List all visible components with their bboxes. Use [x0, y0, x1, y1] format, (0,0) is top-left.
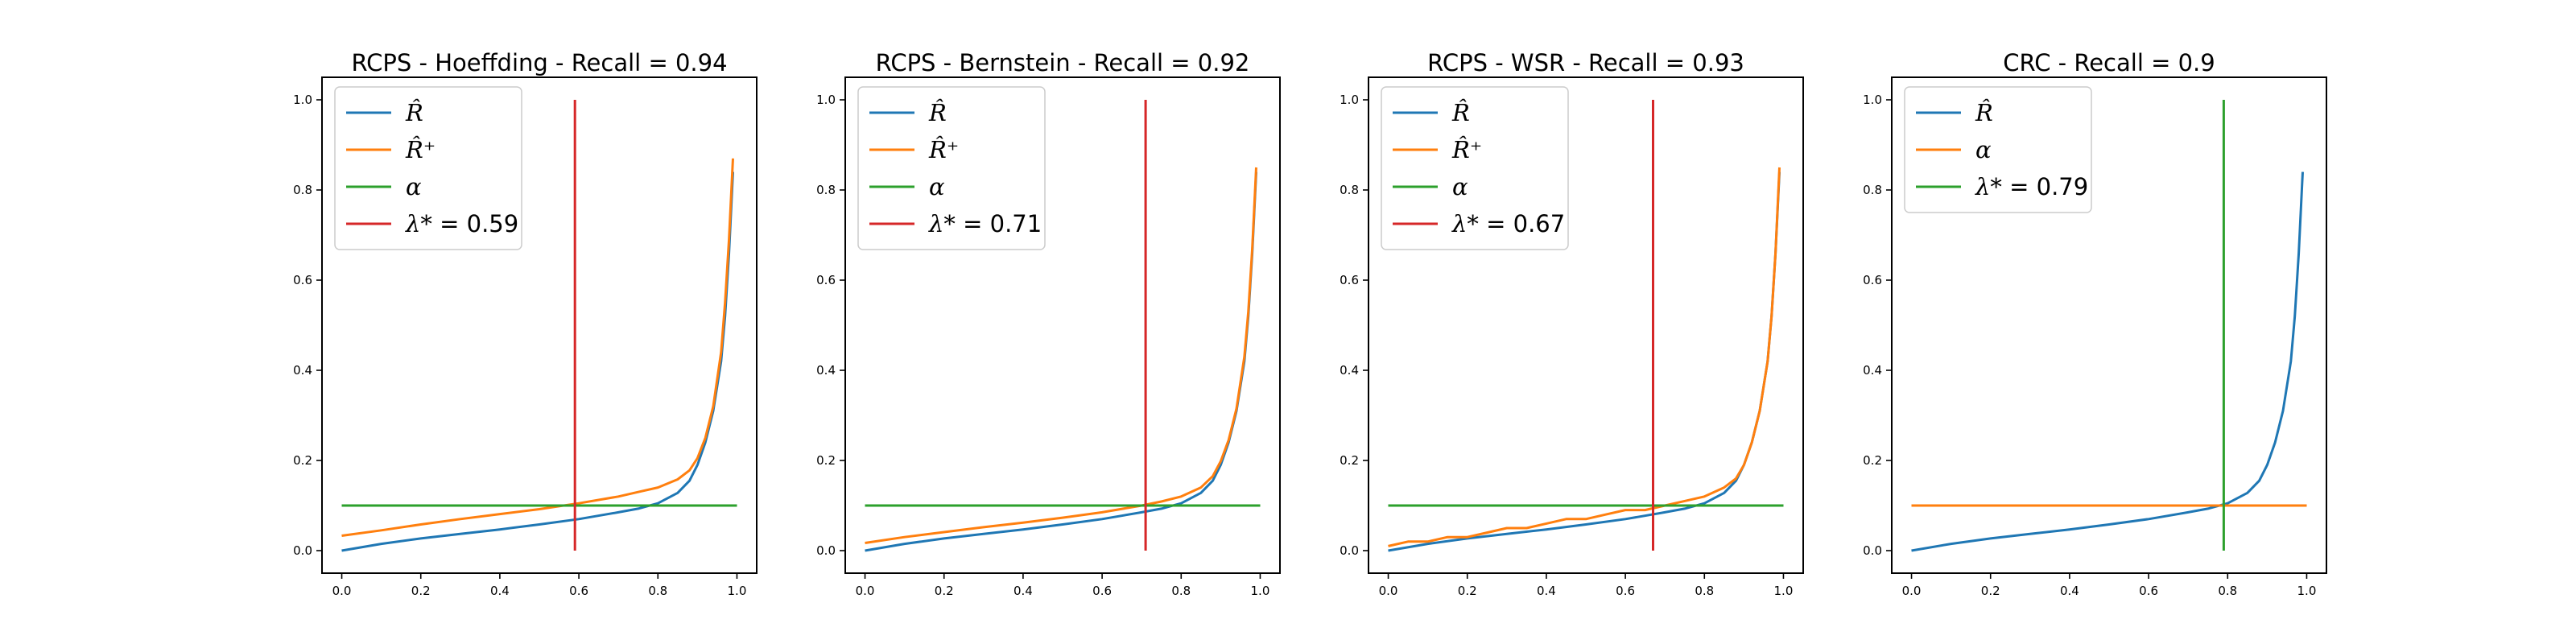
y-tick-label: 0.0 — [1863, 543, 1882, 558]
x-tick-label: 1.0 — [1251, 584, 1270, 598]
x-tick-label: 0.6 — [1616, 584, 1635, 598]
legend-label: α — [929, 173, 945, 200]
y-tick-label: 0.8 — [1340, 183, 1359, 197]
legend-label: R̂ — [1975, 99, 1993, 126]
x-tick-label: 0.0 — [332, 584, 352, 598]
axes-frame — [844, 76, 1281, 574]
legend-label: R̂⁺ — [405, 136, 436, 163]
x-tick-label: 1.0 — [728, 584, 747, 598]
axes-frame — [321, 76, 758, 574]
y-tick-label: 0.0 — [293, 543, 312, 558]
y-tick-label: 0.2 — [293, 453, 312, 468]
legend-box — [334, 86, 522, 250]
legend-box — [1381, 86, 1569, 250]
y-tick-label: 0.0 — [816, 543, 836, 558]
y-tick-label: 0.2 — [1863, 453, 1882, 468]
y-tick-label: 0.4 — [816, 363, 836, 378]
y-tick-label: 0.6 — [816, 273, 836, 287]
x-tick-label: 0.8 — [648, 584, 667, 598]
y-tick-label: 0.2 — [1340, 453, 1359, 468]
x-tick-label: 0.0 — [856, 584, 875, 598]
legend-label: λ* = 0.71 — [928, 210, 1042, 237]
legend-label: R̂ — [1451, 99, 1470, 126]
y-tick-label: 1.0 — [293, 93, 312, 107]
legend-box — [1904, 86, 2092, 213]
series-line — [341, 158, 734, 537]
x-tick-label: 0.6 — [569, 584, 588, 598]
y-tick-label: 1.0 — [816, 93, 836, 107]
series-line — [1911, 171, 2304, 552]
y-tick-label: 0.6 — [293, 273, 312, 287]
legend-label: α — [1975, 136, 1992, 163]
subplot-hoeffding: RCPS - Hoeffding - Recall = 0.94 0.0 0.2 0… — [293, 49, 758, 598]
subplot-title: RCPS - WSR - Recall = 0.93 — [1427, 49, 1744, 76]
axes-frame — [1891, 76, 2327, 574]
y-tick-label: 0.0 — [1340, 543, 1359, 558]
x-tick-label: 0.8 — [2218, 584, 2237, 598]
subplot-title: CRC - Recall = 0.9 — [2003, 49, 2215, 76]
series-line — [865, 167, 1257, 544]
x-tick-label: 0.2 — [1981, 584, 2000, 598]
x-tick-label: 0.4 — [1537, 584, 1556, 598]
legend-label: λ* = 0.59 — [405, 210, 518, 237]
x-tick-label: 0.2 — [1458, 584, 1477, 598]
y-tick-label: 1.0 — [1340, 93, 1359, 107]
y-tick-label: 1.0 — [1863, 93, 1882, 107]
y-tick-label: 0.8 — [1863, 183, 1882, 197]
series-line — [341, 171, 734, 552]
subplot-title: RCPS - Hoeffding - Recall = 0.94 — [351, 49, 727, 76]
x-tick-label: 1.0 — [1774, 584, 1794, 598]
legend-label: λ* = 0.67 — [1451, 210, 1565, 237]
series-line — [1388, 167, 1781, 547]
x-tick-label: 0.0 — [1379, 584, 1398, 598]
legend-label: R̂⁺ — [1451, 136, 1482, 163]
y-tick-label: 0.8 — [816, 183, 836, 197]
legend-label: R̂ — [405, 99, 423, 126]
x-tick-label: 0.8 — [1171, 584, 1191, 598]
x-tick-label: 0.4 — [1013, 584, 1033, 598]
y-tick-label: 0.2 — [816, 453, 836, 468]
legend-label: λ* = 0.79 — [1975, 173, 2088, 200]
x-tick-label: 0.6 — [1092, 584, 1112, 598]
y-tick-label: 0.6 — [1863, 273, 1882, 287]
y-tick-label: 0.8 — [293, 183, 312, 197]
subplot-title: RCPS - Bernstein - Recall = 0.92 — [876, 49, 1250, 76]
legend-label: α — [406, 173, 422, 200]
subplot-bernstein: RCPS - Bernstein - Recall = 0.92 0.0 0.2 0… — [816, 49, 1281, 598]
legend-label: R̂⁺ — [928, 136, 959, 163]
subplot-wsr: RCPS - WSR - Recall = 0.93 0.0 0.2 0.4 0.6 0… — [1340, 49, 1804, 598]
legend-label: α — [1452, 173, 1468, 200]
x-tick-label: 0.4 — [2060, 584, 2079, 598]
x-tick-label: 0.4 — [490, 584, 510, 598]
x-tick-label: 0.2 — [411, 584, 431, 598]
x-tick-label: 0.0 — [1902, 584, 1922, 598]
x-tick-label: 0.2 — [935, 584, 954, 598]
y-tick-label: 0.4 — [293, 363, 312, 378]
legend-box — [857, 86, 1046, 250]
subplot-crc: CRC - Recall = 0.9 0.0 0.2 0.4 0.6 0.8 1.0 0.0… — [1863, 49, 2327, 598]
y-tick-label: 0.6 — [1340, 273, 1359, 287]
x-tick-label: 0.6 — [2139, 584, 2158, 598]
x-tick-label: 1.0 — [2297, 584, 2317, 598]
axes-frame — [1368, 76, 1804, 574]
y-tick-label: 0.4 — [1340, 363, 1359, 378]
y-tick-label: 0.4 — [1863, 363, 1882, 378]
legend-label: R̂ — [928, 99, 947, 126]
x-tick-label: 0.8 — [1695, 584, 1714, 598]
